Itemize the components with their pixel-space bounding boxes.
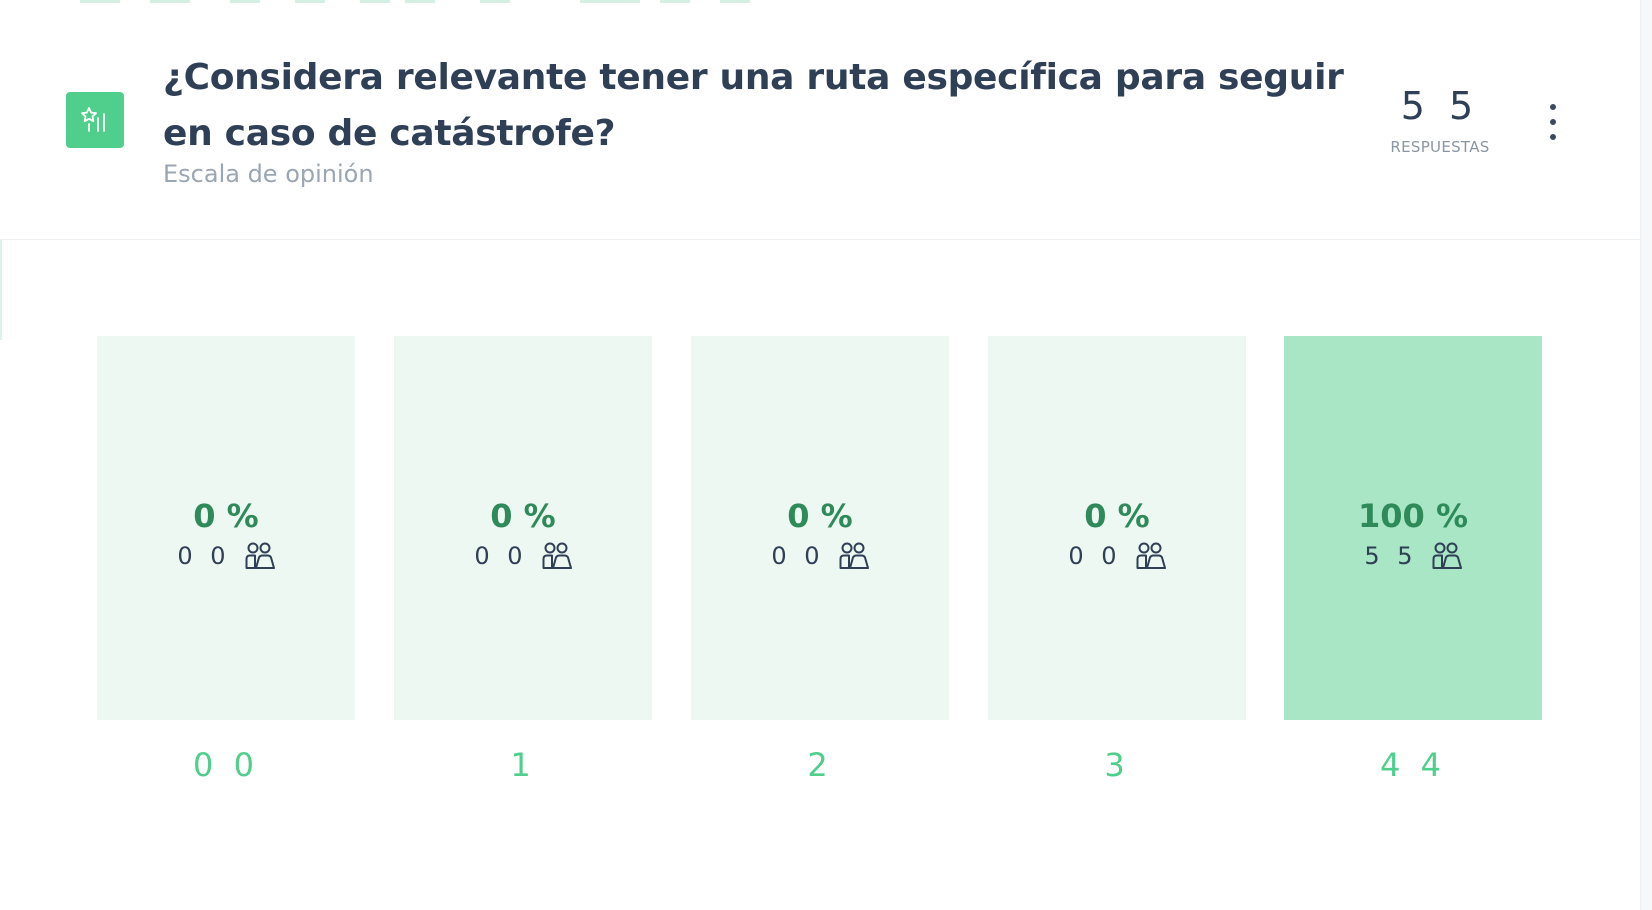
- scale-bar[interactable]: 0 % 0 0: [988, 336, 1246, 720]
- option-label: 2: [807, 746, 833, 784]
- opinion-scale-results: 0 % 0 0 0 0 0 % 0 0: [0, 336, 1640, 806]
- question-type-label: Escala de opinión: [163, 160, 374, 188]
- option-votes: 5 5: [1364, 542, 1462, 570]
- scale-option-4: 100 % 5 5 4 4: [1284, 336, 1542, 806]
- option-percent: 0 %: [787, 497, 853, 535]
- option-label: 0 0: [193, 746, 259, 784]
- scroll-edge: [1640, 0, 1652, 910]
- top-decoration: [0, 0, 1652, 4]
- option-percent: 0 %: [1084, 497, 1150, 535]
- scale-option-3: 0 % 0 0 3: [988, 336, 1246, 806]
- scale-bar[interactable]: 0 % 0 0: [691, 336, 949, 720]
- responses-label: RESPUESTAS: [1390, 138, 1490, 156]
- scale-bar-highlighted[interactable]: 100 % 5 5: [1284, 336, 1542, 720]
- option-label: 3: [1104, 746, 1130, 784]
- scale-option-0: 0 % 0 0 0 0: [97, 336, 355, 806]
- question-title: ¿Considera relevante tener una ruta espe…: [163, 57, 1344, 154]
- more-options-icon[interactable]: [1538, 100, 1568, 144]
- option-votes: 0 0: [474, 542, 572, 570]
- option-label: 1: [510, 746, 536, 784]
- scale-option-1: 0 % 0 0 1: [394, 336, 652, 806]
- option-vote-count: 5 5: [1364, 542, 1418, 570]
- option-votes: 0 0: [177, 542, 275, 570]
- people-icon: [1136, 542, 1166, 570]
- people-icon: [839, 542, 869, 570]
- scale-option-2: 0 % 0 0 2: [691, 336, 949, 806]
- option-vote-count: 0 0: [771, 542, 825, 570]
- option-vote-count: 0 0: [474, 542, 528, 570]
- people-icon: [542, 542, 572, 570]
- left-edge-decoration: [0, 240, 2, 340]
- option-percent: 0 %: [193, 497, 259, 535]
- responses-counter: 5 5 RESPUESTAS: [1380, 80, 1500, 156]
- scale-bar[interactable]: 0 % 0 0: [97, 336, 355, 720]
- option-label: 4 4: [1380, 746, 1446, 784]
- option-votes: 0 0: [1068, 542, 1166, 570]
- option-vote-count: 0 0: [1068, 542, 1122, 570]
- option-vote-count: 0 0: [177, 542, 231, 570]
- option-votes: 0 0: [771, 542, 869, 570]
- opinion-scale-icon: [66, 92, 124, 148]
- question-header: ¿Considera relevante tener una ruta espe…: [0, 0, 1640, 240]
- option-percent: 0 %: [490, 497, 556, 535]
- option-percent: 100 %: [1358, 497, 1468, 535]
- people-icon: [1432, 542, 1462, 570]
- people-icon: [245, 542, 275, 570]
- scale-bar[interactable]: 0 % 0 0: [394, 336, 652, 720]
- responses-count: 5 5: [1400, 84, 1480, 128]
